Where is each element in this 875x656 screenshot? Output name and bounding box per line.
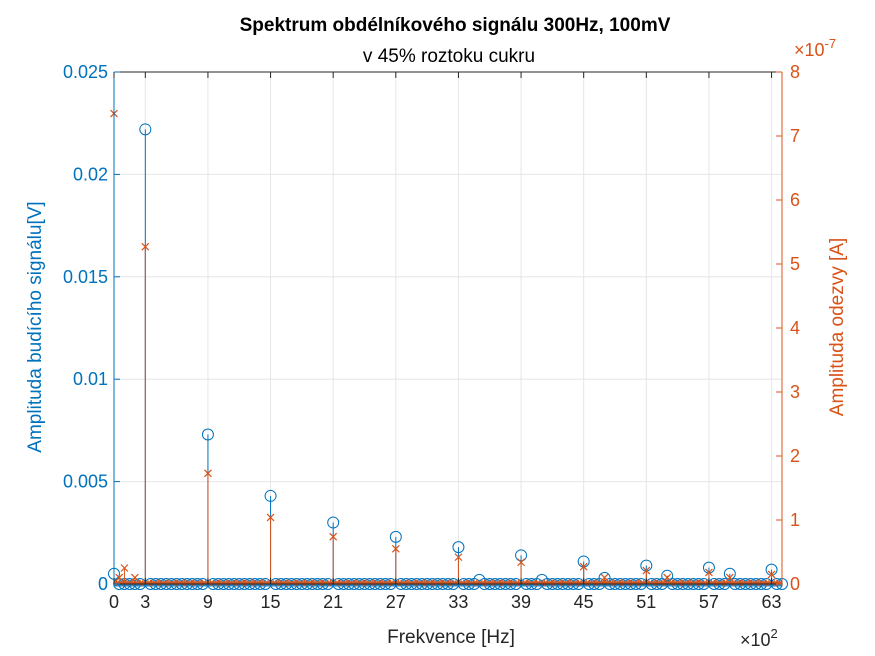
axes-layer: 0 3 9 15 21 27 33 39 45 51 57 6300.0050.010.0150.02…: [63, 62, 800, 612]
y-right-exponent-base: ×10: [794, 40, 825, 60]
x-axis-label: Frekvence [Hz]: [387, 627, 515, 648]
y-right-label: Amplituda odezvy [A]: [827, 238, 848, 416]
x-tick-label: 51: [636, 592, 656, 612]
stem-marker-x: [115, 573, 124, 582]
y-right-tick-label: 7: [790, 126, 800, 146]
x-tick-label: 0: [109, 592, 119, 612]
y-right-tick-label: 8: [790, 62, 800, 82]
stem-marker-circle: [201, 428, 214, 441]
x-tick-label: 45: [574, 592, 594, 612]
stem-marker-x: [204, 469, 212, 478]
x-tick-label: 9: [203, 592, 213, 612]
x-tick-label: 3: [140, 592, 150, 612]
stem-marker-circle: [139, 123, 152, 136]
stem-marker-x: [725, 573, 734, 582]
x-tick-label: 39: [511, 592, 531, 612]
x-tick-label: 21: [323, 592, 343, 612]
y-right-tick-label: 0: [790, 574, 800, 594]
stem-marker-x: [767, 570, 776, 579]
y-right-tick-label: 4: [790, 318, 800, 338]
stem-marker-x: [642, 566, 651, 575]
y-right-tick-label: 5: [790, 254, 800, 274]
x-tick-label: 57: [699, 592, 719, 612]
stem-marker-x: [579, 562, 588, 571]
x-tick-label: 27: [386, 592, 406, 612]
stem-marker-x: [329, 532, 338, 541]
grid-lines: [113, 71, 782, 585]
y-right-tick-label: 3: [790, 382, 800, 402]
stem-marker-x: [120, 564, 129, 572]
y-right-tick-label: 1: [790, 510, 800, 530]
stem-marker-x: [663, 573, 672, 582]
y-left-tick-label: 0.015: [63, 267, 108, 287]
stem-marker-x: [391, 544, 400, 553]
stem-marker-x: [141, 242, 150, 251]
text-layer: Spektrum obdélníkového signálu 300Hz, 10…: [25, 15, 848, 650]
y-right-exponent-power: -7: [825, 36, 837, 51]
x-tick-label: 63: [762, 592, 782, 612]
chart-subtitle: v 45% roztoku cukru: [363, 46, 535, 67]
stem-marker-x: [266, 513, 275, 522]
x-tick-label: 33: [448, 592, 468, 612]
y-left-tick-label: 0.025: [63, 62, 108, 82]
plot-area: [114, 72, 782, 584]
y-left-label: Amplituda budícího signálu[V]: [25, 201, 46, 452]
stem-marker-x: [705, 568, 713, 577]
y-left-tick-label: 0.01: [73, 369, 108, 389]
y-right-tick-label: 6: [790, 190, 800, 210]
y-right-tick-label: 2: [790, 446, 800, 466]
y-left-tick-label: 0.02: [73, 164, 108, 184]
x-exponent: ×102: [740, 626, 778, 650]
stem-marker-circle: [264, 489, 277, 502]
x-exponent-power: 2: [771, 626, 778, 641]
chart-title: Spektrum obdélníkového signálu 300Hz, 10…: [240, 15, 671, 36]
stem-marker-circle: [452, 541, 465, 554]
stem-marker-x: [517, 558, 525, 567]
series-layer: [108, 109, 788, 590]
stem-marker-x: [454, 553, 463, 562]
stem-marker-x: [600, 573, 609, 582]
x-exponent-base: ×10: [740, 630, 771, 650]
stem-marker-circle: [327, 516, 340, 529]
y-left-tick-label: 0.005: [63, 472, 108, 492]
stem-marker-circle: [515, 549, 528, 562]
stem-marker-circle: [389, 530, 402, 543]
stem-marker-x: [130, 573, 139, 582]
y-right-exponent: ×10-7: [794, 36, 836, 60]
x-tick-label: 15: [261, 592, 281, 612]
y-left-tick-label: 0: [98, 574, 108, 594]
